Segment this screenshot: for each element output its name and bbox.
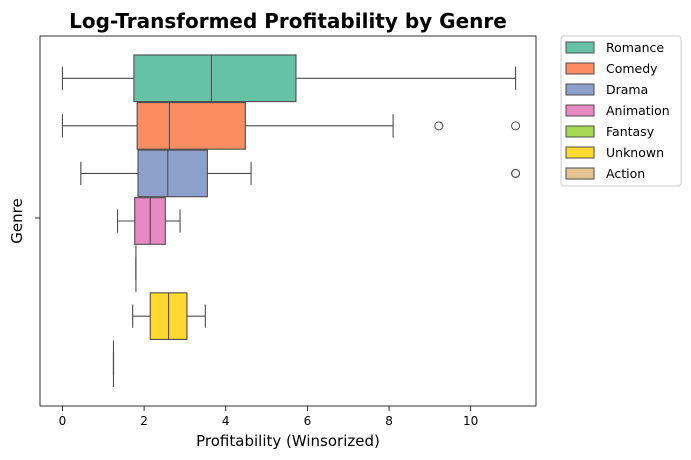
legend-label: Fantasy (606, 124, 655, 139)
legend: Romance Comedy Drama Animation Fantasy Unknow… (560, 35, 682, 187)
legend-label: Animation (606, 103, 670, 118)
outlier-point (511, 121, 521, 131)
box-romance (133, 54, 297, 103)
legend-swatch (565, 146, 595, 159)
box-drama (137, 149, 208, 198)
legend-label: Comedy (606, 61, 658, 76)
x-tick-label: 6 (304, 414, 312, 428)
legend-label: Drama (606, 82, 648, 97)
chart-title: Log-Transformed Profitability by Genre (69, 9, 507, 33)
legend-swatch (565, 62, 595, 75)
x-tick-label: 0 (59, 414, 67, 428)
legend-label: Action (606, 166, 645, 181)
legend-swatch (565, 167, 595, 180)
x-tick-label: 2 (140, 414, 148, 428)
x-tick-label: 10 (463, 414, 478, 428)
legend-swatch (565, 125, 595, 138)
boxes-layer (61, 54, 521, 388)
y-axis-label: Genre (8, 198, 26, 243)
x-axis: 0 2 4 6 8 10 (59, 406, 478, 428)
outlier-point (434, 121, 444, 131)
legend-swatch (565, 41, 595, 54)
legend-label: Unknown (606, 145, 664, 160)
plot-frame (39, 35, 537, 407)
outlier-point (511, 168, 521, 178)
legend-swatch (565, 83, 595, 96)
x-tick-label: 8 (385, 414, 393, 428)
legend-label: Romance (606, 40, 664, 55)
x-tick-label: 4 (222, 414, 230, 428)
x-axis-label: Profitability (Winsorized) (196, 432, 380, 450)
legend-swatch (565, 104, 595, 117)
box-comedy (136, 101, 246, 150)
